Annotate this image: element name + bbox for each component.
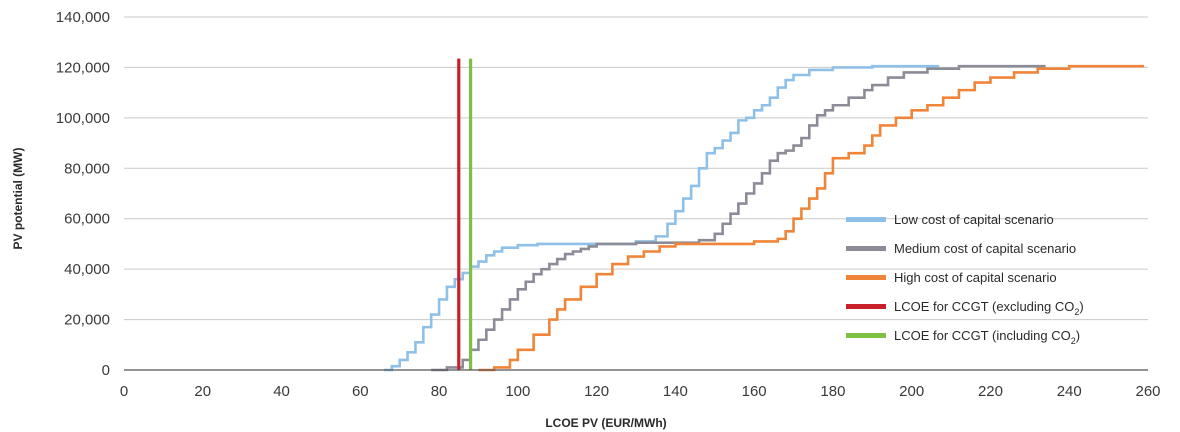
x-tick-label: 220 (978, 383, 1003, 400)
series-line-1 (383, 64, 940, 372)
series-line-3 (478, 64, 1145, 372)
legend-label: LCOE for CCGT (including CO2) (894, 328, 1080, 346)
legend-label-text: High cost of capital scenario (894, 270, 1057, 285)
series-layer (383, 64, 1145, 372)
x-tick-label: 140 (663, 383, 688, 400)
legend-label-subscript: 2 (1071, 336, 1076, 346)
y-tick-label: 0 (102, 362, 110, 379)
legend-label: High cost of capital scenario (894, 270, 1057, 285)
legend: Low cost of capital scenario Medium cost … (846, 212, 1084, 346)
legend-label-tail: ) (1079, 299, 1083, 314)
legend-swatch (846, 333, 886, 338)
legend-label-text: LCOE for CCGT (including CO (894, 328, 1071, 343)
x-tick-label: 160 (742, 383, 767, 400)
x-tick-label: 20 (194, 383, 211, 400)
legend-label-text: Medium cost of capital scenario (894, 241, 1076, 256)
legend-label-text: LCOE for CCGT (excluding CO (894, 299, 1074, 314)
y-tick-label: 60,000 (64, 211, 110, 228)
y-tick-labels: 0 20,000 40,000 60,000 80,000 100,000 120,000 1… (56, 9, 110, 379)
x-tick-label: 120 (584, 383, 609, 400)
legend-label: Medium cost of capital scenario (894, 241, 1076, 256)
legend-label: LCOE for CCGT (excluding CO2) (894, 299, 1084, 317)
x-axis-title: LCOE PV (EUR/MWh) (545, 416, 666, 430)
x-tick-label: 80 (431, 383, 448, 400)
x-tick-labels: 0 20 40 60 80 100 120 140 160 180 200 220 240 260 (120, 383, 1161, 400)
x-tick-label: 200 (899, 383, 924, 400)
y-tick-label: 100,000 (56, 110, 110, 127)
y-axis-title: PV potential (MW) (11, 148, 25, 250)
legend-label-tail: ) (1076, 328, 1080, 343)
x-tick-label: 240 (1057, 383, 1082, 400)
x-tick-label: 100 (505, 383, 530, 400)
x-tick-label: 180 (820, 383, 845, 400)
y-tick-label: 80,000 (64, 160, 110, 177)
legend-label-subscript: 2 (1074, 307, 1079, 317)
legend-label: Low cost of capital scenario (894, 212, 1054, 227)
y-tick-label: 20,000 (64, 312, 110, 329)
reference-lines (457, 58, 473, 370)
y-tick-label: 120,000 (56, 59, 110, 76)
legend-swatch (846, 217, 886, 222)
grid-lines (124, 16, 1148, 321)
y-tick-label: 140,000 (56, 9, 110, 26)
x-tick-label: 60 (352, 383, 369, 400)
legend-swatch (846, 304, 886, 309)
series-line-2 (431, 64, 1046, 372)
legend-swatch (846, 275, 886, 280)
legend-label-text: Low cost of capital scenario (894, 212, 1054, 227)
y-tick-label: 40,000 (64, 261, 110, 278)
x-tick-label: 260 (1135, 383, 1160, 400)
legend-swatch (846, 246, 886, 251)
x-tick-label: 0 (120, 383, 128, 400)
x-tick-label: 40 (273, 383, 290, 400)
